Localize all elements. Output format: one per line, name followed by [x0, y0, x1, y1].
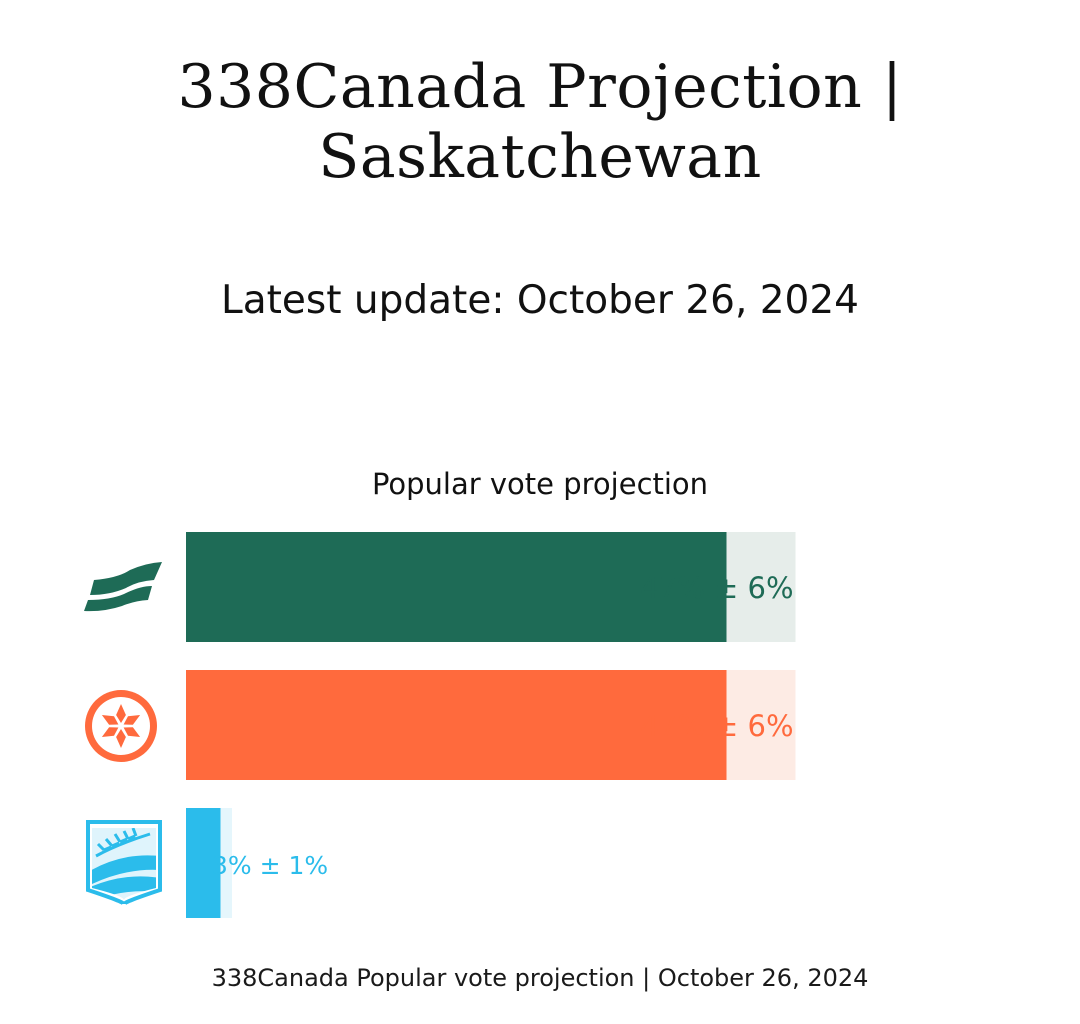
page-title: 338Canada Projection | Saskatchewan [0, 52, 1080, 192]
page-title-line-1: 338Canada Projection | [177, 52, 903, 122]
bar-value-label: 47% ± 6% [640, 571, 793, 605]
saskatchewan-party-logo-icon [84, 562, 162, 612]
latest-update-date: Latest update: October 26, 2024 [220, 278, 859, 323]
bar-row: 47% ± 6% [186, 670, 796, 780]
bar-value-label: 47% ± 6% [640, 709, 793, 743]
ndp-logo-icon [85, 690, 157, 762]
bar [186, 532, 727, 642]
chart-caption: 338Canada Popular vote projection | Octo… [211, 964, 869, 992]
bar-row: 3% ± 1% [186, 808, 328, 918]
page-title-line-2: Saskatchewan [318, 122, 762, 192]
saskatchewan-united-party-logo-icon [86, 820, 162, 906]
popular-vote-bar-chart: 47% ± 6% 47% ± 6% 3% ± 1% [84, 532, 796, 918]
bar-row: 47% ± 6% [186, 532, 796, 642]
bar [186, 670, 727, 780]
chart-title: Popular vote projection [371, 467, 709, 501]
bar [186, 808, 221, 918]
bar-value-label: 3% ± 1% [212, 851, 328, 880]
